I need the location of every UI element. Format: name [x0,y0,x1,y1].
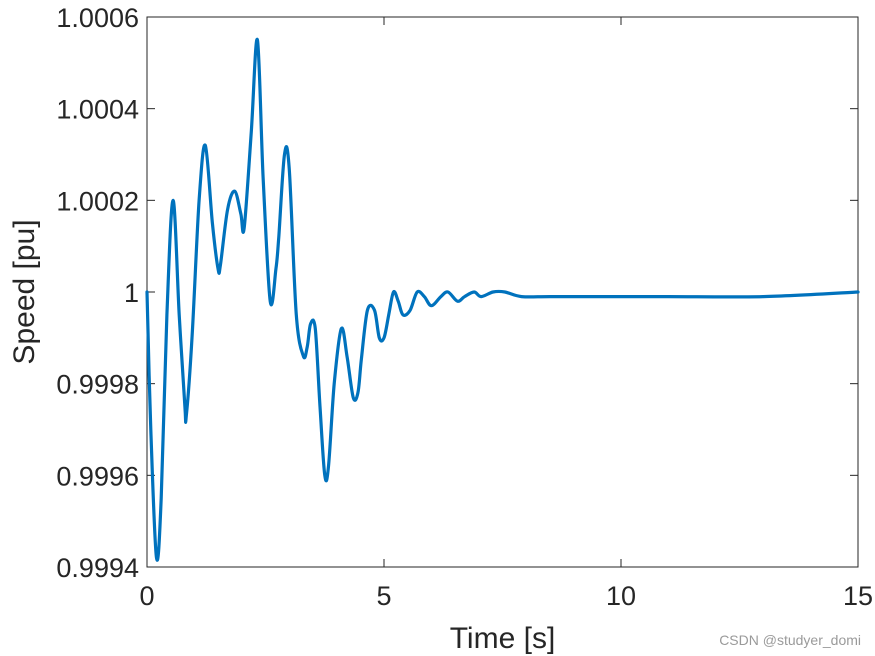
y-tick-label: 1.0006 [56,3,139,33]
x-tick-label: 0 [139,581,154,611]
x-axis-ticks: 0 5 10 15 [139,17,873,611]
y-tick-label: 0.9998 [56,370,139,400]
watermark: CSDN @studyer_domi [719,632,861,648]
y-tick-label: 1.0002 [56,186,139,216]
y-tick-label: 0.9994 [56,553,139,583]
x-tick-label: 10 [606,581,636,611]
x-tick-label: 15 [843,581,873,611]
y-tick-label: 1.0004 [56,95,139,125]
y-axis-ticks: 0.9994 0.9996 0.9998 1 1.0002 1.0004 1.0006 [56,3,858,583]
y-tick-label: 0.9996 [56,461,139,491]
x-axis-label: Time [s] [450,622,556,655]
y-tick-label: 1 [124,278,139,308]
y-axis-label: Speed [pu] [8,219,41,364]
x-tick-label: 5 [376,581,391,611]
speed-series-line [145,38,860,562]
